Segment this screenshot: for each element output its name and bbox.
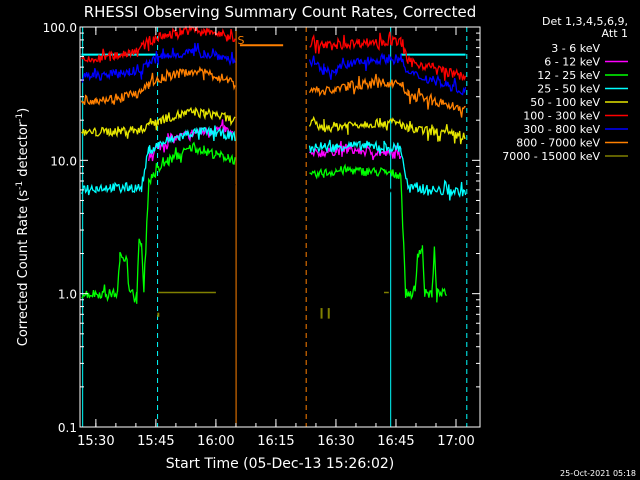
legend-label-12-25-kev: 12 - 25 keV [537, 69, 600, 82]
series-50-100-kev-trace [81, 106, 236, 139]
x-tick-label: 15:45 [137, 434, 174, 449]
plot-frame [79, 26, 481, 428]
x-tick-label: 16:15 [257, 434, 294, 449]
x-tick-label: 17:00 [437, 434, 474, 449]
legend-label-6-12-kev: 6 - 12 keV [544, 56, 600, 69]
y-axis-label-main: Corrected Count Rate (s [16, 190, 31, 347]
legend-label-50-100-kev: 50 - 100 keV [530, 96, 600, 109]
series-25-50-kev-trace [308, 139, 467, 201]
series-12-25-kev-trace [81, 141, 236, 304]
legend-label-800-7000-kev: 800 - 7000 keV [516, 137, 600, 150]
data-layer [80, 24, 468, 427]
x-tick-label: 16:45 [377, 434, 414, 449]
y-axis-label-exp2: -1 [15, 113, 25, 122]
y-axis-label-end: ) [16, 108, 31, 113]
legend-label-25-50-kev: 25 - 50 keV [537, 83, 600, 96]
x-tick-label: 16:30 [317, 434, 354, 449]
series-12-25-kev-trace [309, 163, 447, 303]
y-axis-label-mid: detector [16, 121, 31, 181]
legend-header-detectors: Det 1,3,4,5,6,9, [542, 15, 628, 28]
series-300-800-kev-trace [308, 52, 467, 96]
series-6-12-kev-trace [308, 140, 402, 161]
y-tick-label: 10.0 [50, 154, 77, 168]
y-tick-label: 0.1 [58, 421, 77, 435]
series-3-6-kev-trace [148, 171, 236, 212]
series-50-100-kev-trace [308, 115, 466, 145]
series-3-6-kev-trace [308, 171, 401, 219]
series-800-7000-kev-trace [308, 73, 466, 118]
y-axis-label: Corrected Count Rate (s-1 detector-1) [15, 108, 31, 346]
legend-label-7000-15000-kev: 7000 - 15000 keV [502, 150, 600, 163]
footer-timestamp: 25-Oct-2021 05:18 [560, 469, 636, 478]
x-tick-label: 15:30 [77, 434, 114, 449]
tick-layer: 0.1 1.0 10.0 100.0 15:30 15:45 16:00 16:15 16:30… [43, 21, 480, 449]
x-tick-label: 16:00 [197, 434, 234, 449]
y-tick-label: 1.0 [58, 288, 77, 302]
legend-label-300-800-kev: 300 - 800 keV [523, 123, 600, 136]
s-annotation: S [238, 34, 245, 47]
series-100-300-kev-trace [81, 24, 236, 64]
legend-label-100-300-kev: 100 - 300 keV [523, 110, 600, 123]
chart-title: RHESSI Observing Summary Count Rates, Co… [84, 3, 477, 21]
legend-header-attenuator: Att 1 [602, 27, 628, 40]
series-300-800-kev-trace [80, 42, 236, 84]
series-800-7000-kev-trace [80, 65, 236, 106]
x-axis-label: Start Time (05-Dec-13 15:26:02) [166, 456, 394, 472]
y-axis-label-exp1: -1 [15, 181, 25, 190]
series-25-50-kev-trace [80, 125, 236, 196]
legend-label-3-6-kev: 3 - 6 keV [551, 42, 600, 55]
y-tick-label: 100.0 [43, 21, 77, 35]
series-100-300-kev-trace [309, 31, 467, 81]
